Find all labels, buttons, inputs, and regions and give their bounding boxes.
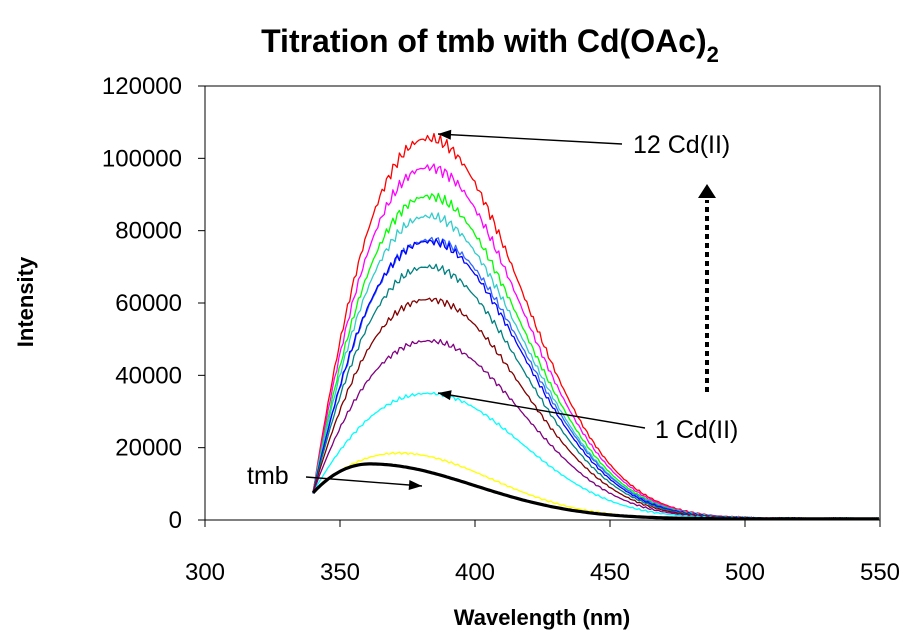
series-line: [312, 391, 880, 521]
annotation-12-cd-arrow-head: [438, 129, 452, 140]
x-tick-label: 350: [320, 559, 360, 586]
annotation-tmb-arrow-line: [305, 476, 423, 487]
series-lines: [311, 132, 880, 521]
annotation-1-cd-arrow-head: [438, 390, 452, 401]
y-tick-label: 120000: [102, 73, 182, 100]
y-axis-title: Intensity: [13, 256, 38, 347]
chart-title-subscript: 2: [707, 42, 719, 67]
series-line: [312, 212, 880, 520]
chart-title-main: Titration of tmb with Cd(OAc): [261, 23, 707, 59]
y-tick-label: 40000: [115, 362, 182, 389]
y-tick-label: 100000: [102, 145, 182, 172]
chart-title: Titration of tmb with Cd(OAc)2: [261, 23, 719, 67]
y-axis-ticks: 0 20000 40000 60000 80000 100000 120000: [102, 73, 205, 534]
series-line: [312, 263, 879, 520]
y-tick-label: 0: [169, 507, 182, 534]
annotation-12-cd: 12 Cd(II): [633, 131, 730, 159]
x-axis-ticks: 300 350 400 450 500 550: [185, 520, 900, 586]
annotation-12-cd-arrow-line: [437, 133, 623, 145]
x-tick-label: 550: [860, 559, 900, 586]
annotation-tmb: tmb: [247, 462, 289, 490]
series-line: [311, 462, 879, 521]
annotation-tmb-arrow-head: [408, 480, 422, 490]
y-tick-label: 20000: [115, 435, 182, 462]
plot-frame: [204, 85, 881, 521]
y-tick-label: 60000: [115, 290, 182, 317]
x-tick-label: 450: [590, 559, 630, 586]
x-tick-label: 300: [185, 559, 225, 586]
annotation-1-cd-arrow-line: [437, 392, 646, 429]
x-tick-label: 400: [455, 559, 495, 586]
x-tick-label: 500: [725, 559, 765, 586]
x-axis-title: Wavelength (nm): [454, 605, 630, 630]
annotations: 12 Cd(II) 1 Cd(II) tmb: [247, 129, 738, 490]
increase-arrow-head: [698, 184, 716, 198]
annotation-1-cd: 1 Cd(II): [655, 416, 738, 444]
y-tick-label: 80000: [115, 218, 182, 245]
series-line: [312, 338, 880, 521]
